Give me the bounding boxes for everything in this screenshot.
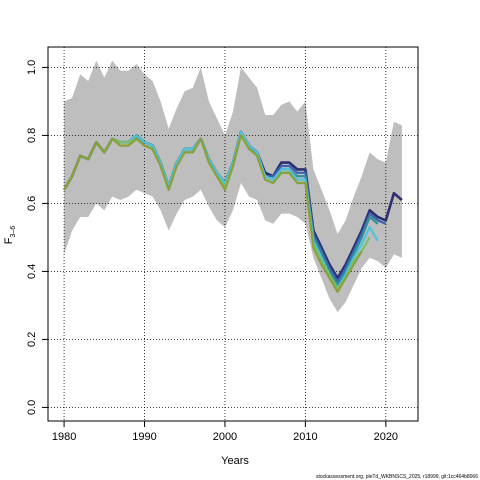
y-axis-title-main: F <box>3 237 15 244</box>
x-tick-label: 1990 <box>132 431 156 443</box>
y-tick-label: 0.2 <box>26 332 38 347</box>
plot-area <box>47 46 419 422</box>
x-tick-label: 2020 <box>374 431 398 443</box>
confidence-band-layer <box>64 60 402 313</box>
y-tick-label: 0.4 <box>26 264 38 279</box>
x-axis-title: Years <box>221 455 249 467</box>
x-tick-label: 2000 <box>213 431 237 443</box>
y-tick-label: 0.0 <box>26 400 38 415</box>
y-axis-title-subscript: 3–6 <box>10 226 17 238</box>
series-layer <box>62 130 403 293</box>
grid-layer <box>48 47 418 421</box>
y-tick-label: 1.0 <box>26 60 38 75</box>
series-line-6 <box>63 134 363 293</box>
confidence-band <box>64 60 402 313</box>
y-axis-title: F3–6 <box>3 226 17 245</box>
plot-frame <box>47 46 419 422</box>
x-axis: 1980 1990 2000 2010 2020 <box>52 421 398 443</box>
x-tick-label: 1980 <box>52 431 76 443</box>
y-axis: 0.0 0.2 0.4 0.6 0.8 1.0 <box>26 60 48 415</box>
x-tick-label: 2010 <box>293 431 317 443</box>
y-tick-label: 0.8 <box>26 128 38 143</box>
y-tick-label: 0.6 <box>26 196 38 211</box>
footer-credit: stockassessment.org, pleTd_WKBNSCS_2025,… <box>316 474 478 480</box>
